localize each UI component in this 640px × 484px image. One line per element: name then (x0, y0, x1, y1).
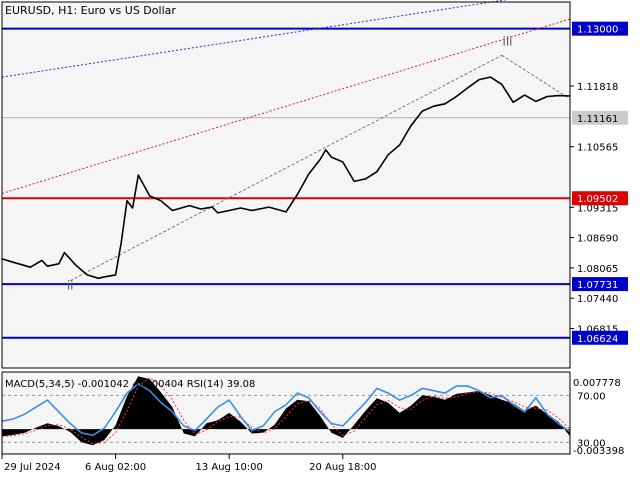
price-tag-bg-resistance-1 (572, 21, 628, 36)
price-tag-bg-support-1 (572, 277, 628, 292)
x-tick-label: 29 Jul 2024 (4, 462, 61, 473)
y-tick-label: 1.09315 (577, 203, 618, 214)
price-tag-bg-support-2 (572, 330, 628, 345)
price-tag-support-1: 1.07731 (577, 280, 618, 291)
price-tag-bg-resistance-2 (572, 191, 628, 206)
wave-label-iii: iii (503, 35, 513, 49)
indicator-label: MACD(5,34,5) -0.001042 -0.000404 RSI(14)… (5, 379, 255, 390)
y-tick-label: 1.06815 (577, 324, 618, 335)
rsi-line (1, 382, 571, 437)
axes: 1.11818 1.10565 1.09315 1.08690 1.08065 1.074… (1, 82, 624, 473)
macd-signal-line (1, 377, 571, 445)
price-tag-bg-current-price (572, 110, 628, 125)
price-series (1, 76, 571, 280)
wave-line-wave-ii-iii (69, 54, 503, 282)
y-tick-label: 1.07440 (577, 294, 618, 305)
price-tags: 1.13000 1.11161 1.09502 1.07731 1.06624 (572, 21, 628, 345)
x-tick-label: 6 Aug 02:00 (85, 462, 146, 473)
channel-line-red-channel (1, 18, 571, 194)
indicator-series (1, 376, 571, 446)
horizontal-levels (2, 27, 570, 339)
y-tick-label: 1.08690 (577, 234, 618, 245)
price-tag-resistance-2: 1.09502 (577, 194, 618, 205)
price-panel[interactable] (2, 2, 570, 368)
y-tick-label: 1.11818 (577, 82, 618, 93)
rsi-tick-label: 30.00 (577, 438, 606, 449)
price-tag-support-2: 1.06624 (577, 334, 618, 345)
trend-lines (1, 0, 571, 282)
rsi-tick-label: 70.00 (577, 391, 606, 402)
wave-line-wave-iii-projection (501, 54, 571, 100)
chart-title: EURUSD, H1: Euro vs US Dollar (5, 4, 176, 17)
price-line (1, 76, 571, 280)
macd-histogram (2, 376, 570, 446)
x-tick-label: 20 Aug 18:00 (309, 462, 376, 473)
price-tag-current-price: 1.11161 (577, 114, 618, 125)
y-tick-label: 1.10565 (577, 143, 618, 154)
macd-tick-label: 0.007778 (573, 378, 621, 389)
wave-label-ii: ii (67, 278, 74, 292)
y-tick-label: 1.08065 (577, 264, 618, 275)
x-tick-label: 13 Aug 10:00 (195, 462, 262, 473)
macd-tick-label: -0.003398 (573, 446, 624, 457)
price-tag-resistance-1: 1.13000 (577, 25, 618, 36)
price-panel-frame (1, 1, 571, 369)
indicator-panel-frame (1, 371, 571, 455)
